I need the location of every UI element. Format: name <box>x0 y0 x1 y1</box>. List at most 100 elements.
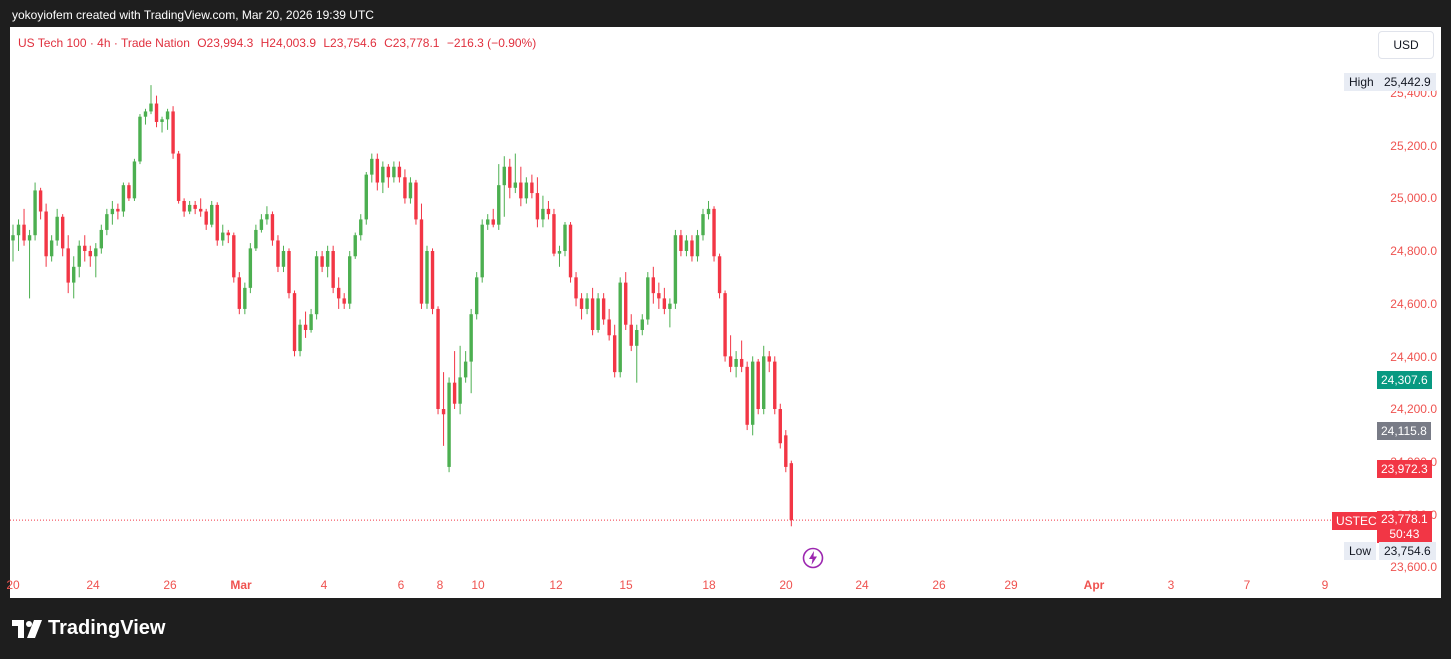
candle <box>458 345 462 415</box>
candle <box>717 253 722 299</box>
legend-open: O23,994.3 <box>197 36 254 50</box>
low-label-badge: Low <box>1344 542 1377 560</box>
time-axis-label: 18 <box>702 578 716 592</box>
candle <box>342 293 346 309</box>
candle <box>425 245 429 309</box>
candle-body <box>452 382 457 404</box>
brand-logo[interactable]: TradingView <box>12 617 165 640</box>
candle <box>585 293 589 315</box>
time-axis-label: 7 <box>1243 578 1251 592</box>
legend-change: −216.3 (−0.90%) <box>446 36 537 50</box>
candle-body <box>612 335 617 373</box>
candle <box>601 293 606 325</box>
candle <box>127 182 131 201</box>
time-axis-label: 24 <box>86 578 100 592</box>
candle <box>690 235 694 262</box>
candle <box>762 345 766 415</box>
currency-button[interactable]: USD <box>1378 31 1434 59</box>
candle <box>662 287 667 315</box>
candle <box>270 211 275 246</box>
candle-body <box>601 298 606 320</box>
candle-body <box>773 361 777 409</box>
candle <box>596 293 600 333</box>
lightning-icon[interactable] <box>802 547 824 569</box>
high-label: High <box>1349 75 1374 89</box>
candle <box>695 229 700 262</box>
candle <box>635 324 639 383</box>
candle <box>574 272 578 307</box>
candle <box>370 153 374 183</box>
candle <box>132 158 137 201</box>
candle-body <box>734 358 738 367</box>
candle-body <box>508 166 512 188</box>
legend-symbol[interactable]: US Tech 100 · 4h · Trade Nation <box>18 36 190 50</box>
candle-body <box>336 287 341 299</box>
price-axis-label: 24,200.0 <box>1390 402 1437 417</box>
candle-body <box>149 103 153 112</box>
candle <box>668 298 672 328</box>
candle <box>679 229 683 257</box>
candle-body <box>425 251 429 304</box>
candle <box>397 161 402 183</box>
chart-panel[interactable]: US Tech 100 · 4h · Trade Nation O23,994.… <box>6 27 1441 598</box>
candle-body <box>171 111 175 154</box>
candle <box>734 351 738 378</box>
candle-body <box>165 111 170 120</box>
candle <box>789 460 794 527</box>
candle <box>215 202 219 246</box>
candle <box>298 319 302 357</box>
candle-body <box>298 324 302 352</box>
candle-body <box>430 251 435 309</box>
candle-body <box>215 204 219 241</box>
price-plot[interactable] <box>10 27 1441 598</box>
candle <box>60 214 65 257</box>
candle-body <box>331 251 335 288</box>
candle-body <box>342 298 346 304</box>
candle-body <box>303 324 308 330</box>
time-axis-label: 26 <box>163 578 177 592</box>
candle <box>204 208 208 230</box>
time-axis-label: 20 <box>779 578 793 592</box>
candle-body <box>574 277 578 299</box>
price-axis-label: 23,600.0 <box>1390 560 1437 575</box>
candle <box>618 277 622 378</box>
candle <box>513 153 518 194</box>
candle <box>403 169 407 204</box>
red-price-badge: 23,972.3 <box>1377 460 1432 478</box>
candle-body <box>44 211 48 257</box>
candle <box>83 235 87 262</box>
candle <box>469 308 473 394</box>
candle-body <box>94 248 98 257</box>
candle <box>99 224 104 254</box>
candle <box>254 224 258 251</box>
candle <box>55 208 59 246</box>
candle-body <box>491 219 495 225</box>
candle <box>232 232 236 283</box>
candle-body <box>83 245 87 251</box>
candle <box>480 219 484 283</box>
candle-body <box>276 240 280 267</box>
candle-body <box>105 214 109 230</box>
candle <box>210 200 214 228</box>
candle-body <box>723 293 727 357</box>
legend-high: H24,003.9 <box>260 36 316 50</box>
candle <box>16 219 21 251</box>
time-axis-label: 3 <box>1167 578 1175 592</box>
candle-body <box>579 298 584 309</box>
time-axis-label: 20 <box>6 578 20 592</box>
candle-body <box>154 103 159 122</box>
candle <box>508 158 512 199</box>
candle <box>568 222 573 283</box>
candle-body <box>657 293 661 299</box>
candle-body <box>717 256 722 294</box>
candle-body <box>309 314 313 330</box>
candle-body <box>784 435 788 467</box>
time-axis-label: 26 <box>932 578 946 592</box>
candle-body <box>381 166 385 183</box>
candle-body <box>557 251 562 254</box>
price-axis-label: 24,600.0 <box>1390 296 1437 311</box>
candle <box>193 200 197 215</box>
candle <box>198 198 203 217</box>
candle-body <box>463 361 468 378</box>
candle-body <box>497 185 501 225</box>
